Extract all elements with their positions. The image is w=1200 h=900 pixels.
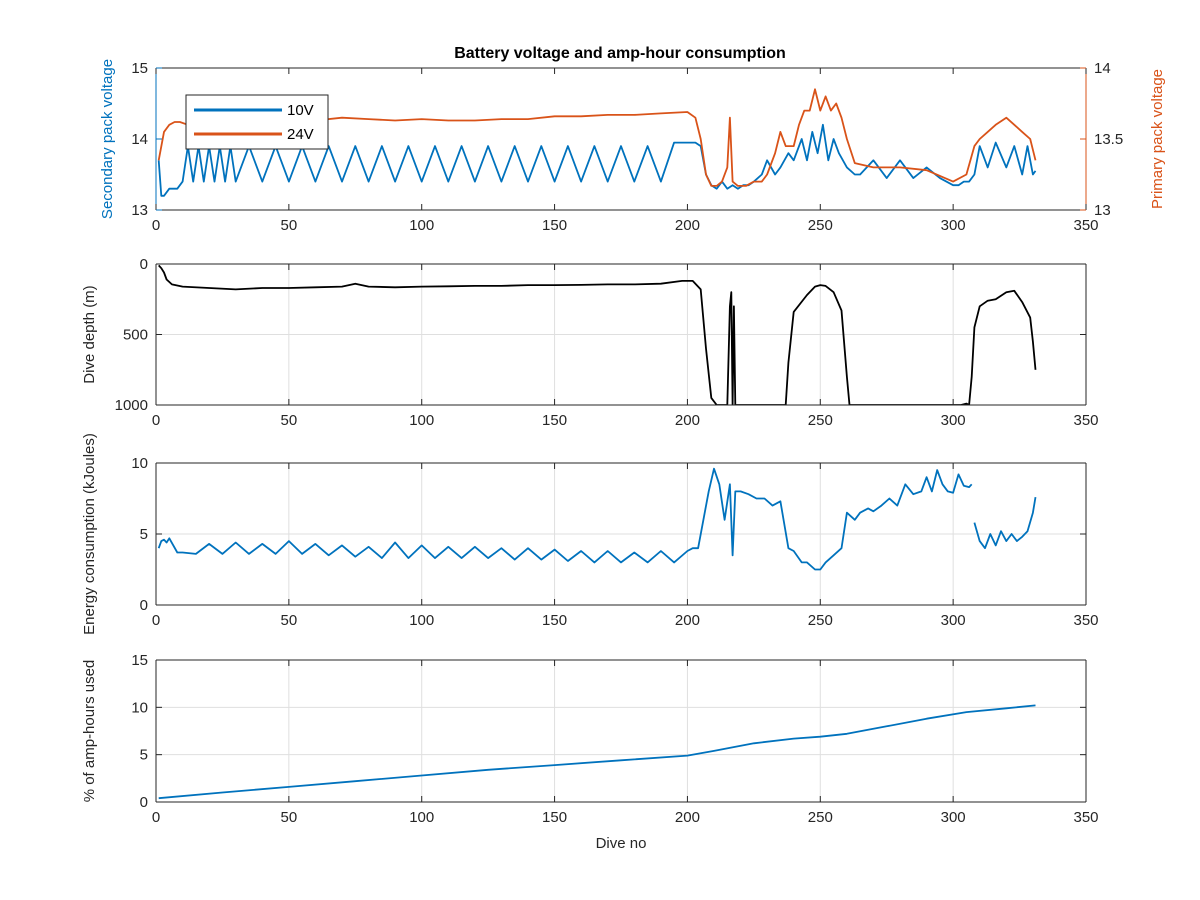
x-tick-label: 50 [281, 612, 298, 629]
x-tick-label: 0 [152, 612, 160, 629]
legend-box [185, 94, 329, 150]
y-right-axis-label: Primary pack voltage [1149, 69, 1166, 209]
y-tick-label: 5 [140, 747, 148, 764]
x-tick-label: 200 [675, 412, 700, 429]
x-tick-label: 150 [542, 612, 567, 629]
x-tick-label: 50 [281, 217, 298, 234]
y-right-tick-label: 13.5 [1094, 131, 1123, 148]
x-tick-label: 0 [152, 217, 160, 234]
panels: 0 50 100 150 200 250 300 3501314151313.514Prima… [81, 59, 1166, 852]
y-axis-label: Dive depth (m) [81, 285, 98, 383]
x-tick-label: 150 [542, 217, 567, 234]
y-axis-label: % of amp-hours used [81, 660, 98, 803]
x-tick-label: 100 [409, 217, 434, 234]
x-tick-label: 100 [409, 809, 434, 826]
panel-1: 0 50 100 150 200 250 300 3501314151313.514Prima… [99, 59, 1166, 234]
x-axis-label: Dive no [596, 835, 647, 852]
y-tick-label: 1000 [115, 397, 148, 414]
x-tick-label: 250 [808, 612, 833, 629]
y-tick-label: 5 [140, 526, 148, 543]
panel-2: 0 50 100 150 200 250 300 350 0 500 1000 Dive depth … [81, 256, 1099, 429]
legend-label-10v: 10V [287, 102, 314, 119]
x-tick-label: 350 [1073, 809, 1098, 826]
series-line-1 [157, 467, 1037, 571]
x-tick-label: 200 [675, 809, 700, 826]
y-tick-label: 10 [131, 699, 148, 716]
x-tick-label: 200 [675, 612, 700, 629]
y-right-tick-label: 13 [1094, 202, 1111, 219]
y-right-tick-label: 14 [1094, 60, 1111, 77]
x-tick-label: 300 [941, 809, 966, 826]
y-tick-label: 15 [131, 652, 148, 669]
panel-4: 0 50 100 150 200 250 300 350 0 5 10 15 % of amp-hour… [81, 652, 1099, 852]
x-tick-label: 250 [808, 217, 833, 234]
x-tick-label: 250 [808, 809, 833, 826]
y-tick-label: 14 [131, 131, 148, 148]
y-tick-label: 0 [140, 597, 148, 614]
figure-title: Battery voltage and amp-hour consumption [454, 45, 786, 62]
y-tick-label: 10 [131, 455, 148, 472]
y-tick-label: 500 [123, 327, 148, 344]
x-tick-label: 250 [808, 412, 833, 429]
x-tick-label: 0 [152, 412, 160, 429]
x-tick-label: 200 [675, 217, 700, 234]
series-line-1 [158, 264, 1037, 405]
series-line-10v [157, 123, 1037, 197]
x-tick-label: 100 [409, 412, 434, 429]
y-tick-label: 15 [131, 60, 148, 77]
x-tick-label: 350 [1073, 612, 1098, 629]
x-tick-label: 300 [941, 217, 966, 234]
y-tick-label: 0 [140, 256, 148, 273]
panel-3: 0 50 100 150 200 250 300 350 0 5 10 Energy consumpt… [81, 433, 1099, 635]
x-tick-label: 150 [542, 809, 567, 826]
y-axis-label: Secondary pack voltage [99, 59, 116, 219]
x-tick-label: 100 [409, 612, 434, 629]
series-line-1 [158, 704, 1036, 800]
x-tick-label: 350 [1073, 217, 1098, 234]
x-tick-label: 50 [281, 809, 298, 826]
y-tick-label: 0 [140, 794, 148, 811]
legend-label-24v: 24V [287, 126, 314, 143]
x-tick-label: 150 [542, 412, 567, 429]
x-tick-label: 300 [941, 612, 966, 629]
y-tick-label: 13 [131, 202, 148, 219]
x-tick-label: 50 [281, 412, 298, 429]
x-tick-label: 0 [152, 809, 160, 826]
x-tick-label: 300 [941, 412, 966, 429]
y-axis-label: Energy consumption (kJoules) [81, 433, 98, 635]
x-tick-label: 350 [1073, 412, 1098, 429]
